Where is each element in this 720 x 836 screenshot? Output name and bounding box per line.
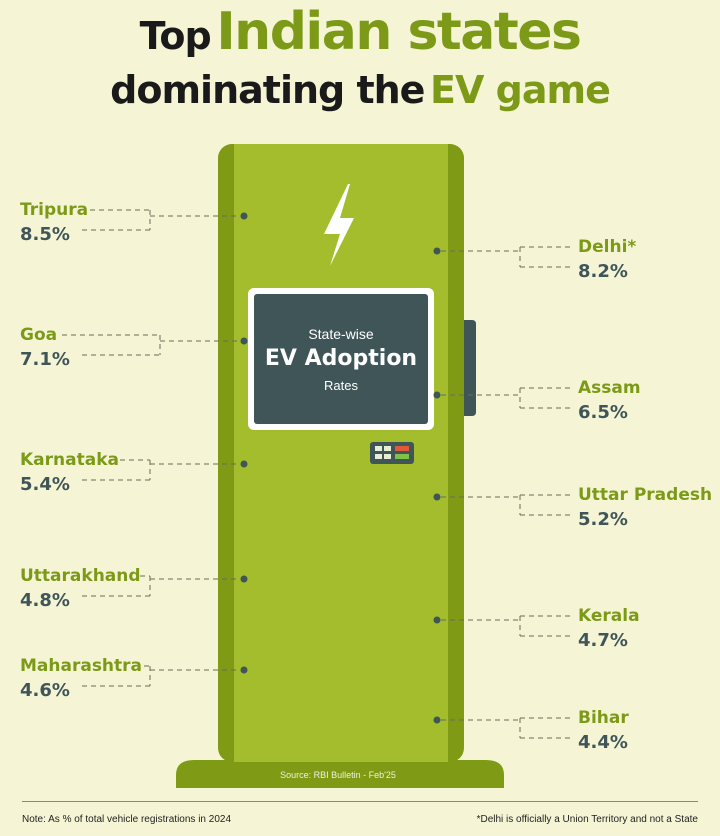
footer-divider: [22, 801, 698, 802]
state-value-label: 4.8%: [20, 590, 70, 611]
state-value-label: 4.6%: [20, 680, 70, 701]
source-text: Source: RBI Bulletin - Feb'25: [280, 770, 396, 780]
state-marker-dot: [240, 337, 248, 345]
charger-screen: [254, 294, 428, 424]
state-marker-dot: [433, 616, 441, 624]
state-marker-dot: [433, 247, 441, 255]
title-line-1: Top Indian states: [0, 2, 720, 62]
state-value-label: 5.4%: [20, 474, 70, 495]
footnote-right: *Delhi is officially a Union Territory a…: [476, 814, 698, 825]
state-value-label: 6.5%: [578, 402, 628, 423]
screen-line-2: EV Adoption: [264, 346, 418, 371]
state-name-label: Goa: [20, 325, 58, 345]
state-value-label: 7.1%: [20, 349, 70, 370]
state-value-label: 5.2%: [578, 509, 628, 530]
title-prefix: Top: [139, 14, 212, 58]
state-name-label: Uttarakhand: [20, 566, 141, 586]
state-marker-dot: [240, 460, 248, 468]
state-marker-dot: [433, 391, 441, 399]
state-name-label: Uttar Pradesh: [578, 485, 713, 505]
state-name-label: Tripura: [20, 200, 89, 220]
state-value-label: 4.4%: [578, 732, 628, 753]
state-value-label: 8.5%: [20, 224, 70, 245]
state-marker-dot: [240, 212, 248, 220]
state-value-label: 8.2%: [578, 261, 628, 282]
charger-base: [176, 760, 504, 788]
subtitle-prefix: dominating the: [110, 68, 425, 112]
screen-text: State-wise EV Adoption Rates: [250, 290, 432, 428]
state-name-label: Maharashtra: [20, 656, 143, 676]
state-name-label: Karnataka: [20, 450, 119, 470]
state-name-label: Assam: [578, 378, 641, 398]
subtitle-highlight: EV game: [430, 68, 611, 112]
state-marker-dot: [240, 575, 248, 583]
state-name-label: Kerala: [578, 606, 640, 626]
screen-line-1: State-wise: [308, 326, 374, 342]
keypad-icon: [370, 442, 414, 464]
lightning-bolt-icon: [324, 184, 354, 266]
state-marker-dot: [433, 493, 441, 501]
charger-side-connector: [464, 320, 476, 416]
state-marker-dot: [433, 716, 441, 724]
state-name-label: Bihar: [578, 708, 629, 728]
state-marker-dot: [240, 666, 248, 674]
state-value-label: 4.7%: [578, 630, 628, 651]
title-highlight: Indian states: [216, 2, 582, 62]
screen-line-3: Rates: [324, 378, 358, 393]
state-name-label: Delhi*: [578, 237, 637, 257]
title-line-2: dominating the EV game: [0, 68, 720, 112]
footnote-left: Note: As % of total vehicle registration…: [22, 814, 232, 825]
